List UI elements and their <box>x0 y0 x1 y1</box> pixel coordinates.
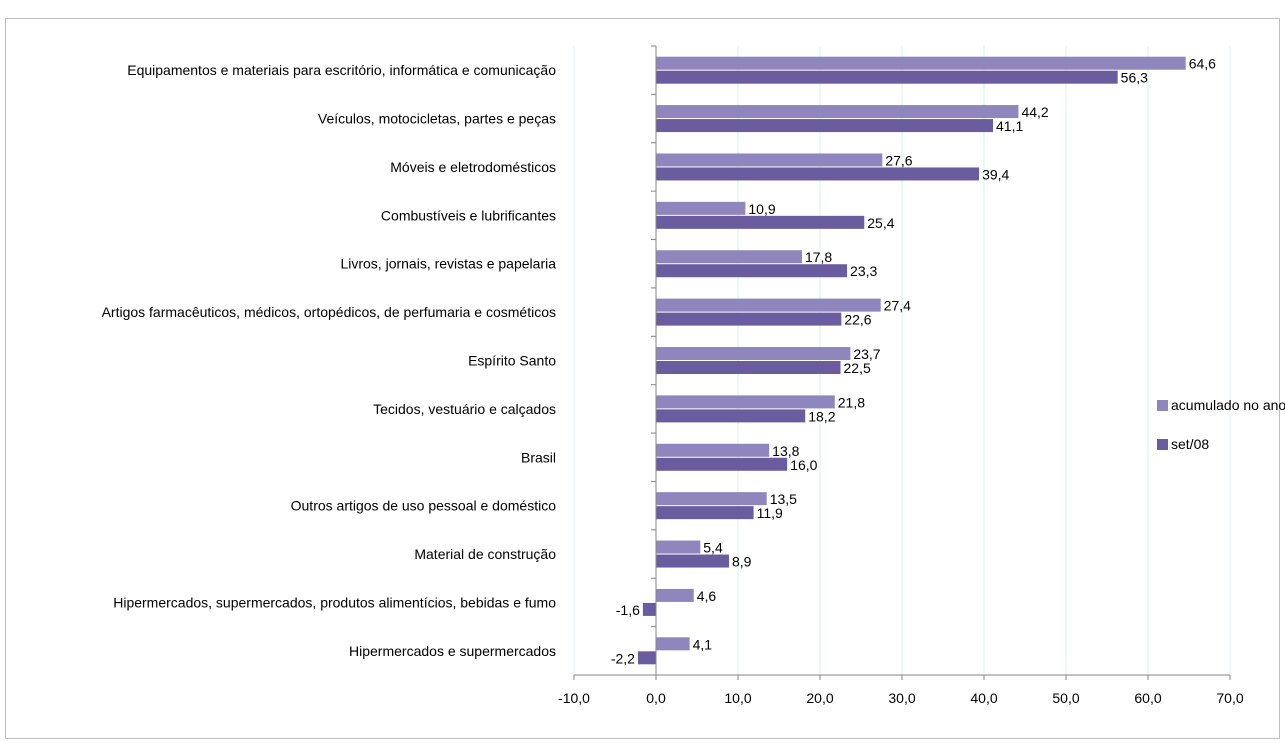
bar-acumulado-2 <box>656 153 883 167</box>
category-label-3: Combustíveis e lubrificantes <box>381 207 556 223</box>
legend-item-acumulado: acumulado no ano <box>1157 395 1285 415</box>
bar-acumulado-4 <box>656 250 802 264</box>
category-label-8: Brasil <box>521 449 556 465</box>
bar-set08-0 <box>656 70 1118 84</box>
data-label-acumulado-11: 4,6 <box>697 588 717 604</box>
bar-set08-3 <box>656 215 865 229</box>
data-label-acumulado-3: 10,9 <box>748 201 775 217</box>
bar-acumulado-0 <box>656 56 1186 70</box>
category-label-11: Hipermercados, supermercados, produtos a… <box>113 594 556 610</box>
data-label-set08-1: 41,1 <box>996 118 1023 134</box>
bar-set08-2 <box>656 167 980 181</box>
data-label-set08-3: 25,4 <box>867 215 894 231</box>
data-label-acumulado-5: 27,4 <box>884 298 911 314</box>
data-label-set08-5: 22,6 <box>844 312 871 328</box>
x-tick-label-6: 50,0 <box>1052 690 1079 706</box>
bar-acumulado-12 <box>656 637 690 651</box>
x-tick-label-4: 30,0 <box>888 690 915 706</box>
category-label-1: Veículos, motocicletas, partes e peças <box>318 111 556 127</box>
bar-set08-4 <box>656 264 848 278</box>
x-tick-label-2: 10,0 <box>724 690 751 706</box>
bar-set08-1 <box>656 119 994 133</box>
data-label-acumulado-1: 44,2 <box>1021 104 1048 120</box>
data-label-acumulado-9: 13,5 <box>770 491 797 507</box>
data-label-acumulado-7: 21,8 <box>838 394 865 410</box>
data-label-acumulado-10: 5,4 <box>703 540 723 556</box>
bar-set08-6 <box>656 361 841 374</box>
category-label-5: Artigos farmacêuticos, médicos, ortopédi… <box>102 304 556 320</box>
category-label-9: Outros artigos de uso pessoal e doméstic… <box>291 498 557 514</box>
data-label-acumulado-4: 17,8 <box>805 249 832 265</box>
bar-set08-7 <box>656 409 806 423</box>
data-label-set08-9: 11,9 <box>757 505 783 521</box>
data-label-set08-7: 18,2 <box>808 408 835 424</box>
chart-area <box>5 18 1280 739</box>
bar-acumulado-6 <box>656 347 851 360</box>
data-label-acumulado-0: 64,6 <box>1189 56 1216 72</box>
bar-set08-9 <box>656 506 754 520</box>
bar-acumulado-7 <box>656 395 835 409</box>
data-label-set08-10: 8,9 <box>732 554 752 570</box>
bar-acumulado-9 <box>656 492 767 506</box>
category-label-7: Tecidos, vestuário e calçados <box>373 401 556 417</box>
x-tick-label-3: 20,0 <box>806 690 833 706</box>
bar-set08-11 <box>642 602 656 616</box>
bars <box>637 56 1186 665</box>
legend: acumulado no ano set/08 <box>1157 395 1285 473</box>
x-tick-label-1: 0,0 <box>646 690 666 706</box>
category-label-6: Espírito Santo <box>468 353 556 369</box>
bar-acumulado-3 <box>656 201 746 215</box>
x-tick-label-8: 70,0 <box>1216 690 1243 706</box>
bar-set08-12 <box>637 651 656 665</box>
category-label-10: Material de construção <box>414 546 556 562</box>
data-label-set08-2: 39,4 <box>982 166 1009 182</box>
data-label-acumulado-12: 4,1 <box>693 636 713 652</box>
data-label-set08-0: 56,3 <box>1121 70 1148 86</box>
bar-set08-8 <box>656 457 788 471</box>
data-label-set08-8: 16,0 <box>790 457 817 473</box>
x-tick-label-7: 60,0 <box>1134 690 1161 706</box>
data-label-set08-6: 22,5 <box>844 360 871 376</box>
bar-acumulado-5 <box>656 298 881 312</box>
legend-label-set08: set/08 <box>1171 436 1210 452</box>
data-label-acumulado-6: 23,7 <box>853 346 880 362</box>
legend-label-acumulado: acumulado no ano <box>1171 397 1285 413</box>
bar-set08-10 <box>656 554 729 568</box>
axes: -10,0 0,0 10,0 20,0 30,0 40,0 50,0 60,0 70,0 <box>558 45 1244 706</box>
category-label-12: Hipermercados e supermercados <box>349 643 556 659</box>
bar-set08-5 <box>656 312 842 326</box>
bar-acumulado-10 <box>656 540 701 554</box>
x-tick-label-5: 40,0 <box>970 690 997 706</box>
category-label-2: Móveis e eletrodomésticos <box>390 159 556 175</box>
legend-swatch-set08 <box>1157 438 1168 450</box>
legend-item-set08: set/08 <box>1157 434 1282 454</box>
gridlines <box>573 46 1231 675</box>
category-label-0: Equipamentos e materiais para escritório… <box>127 62 556 78</box>
data-label-set08-4: 23,3 <box>850 263 877 279</box>
data-label-acumulado-2: 27,6 <box>885 152 912 168</box>
bar-acumulado-1 <box>656 105 1019 119</box>
bar-acumulado-11 <box>656 588 694 602</box>
labels: Equipamentos e materiais para escritório… <box>102 56 1217 667</box>
category-label-4: Livros, jornais, revistas e papelaria <box>340 256 556 272</box>
bar-acumulado-8 <box>656 443 770 457</box>
data-label-set08-12: -2,2 <box>611 650 635 666</box>
legend-swatch-acumulado <box>1157 399 1168 411</box>
data-label-acumulado-8: 13,8 <box>772 443 799 459</box>
x-tick-label-0: -10,0 <box>558 690 590 706</box>
data-label-set08-11: -1,6 <box>616 602 640 618</box>
